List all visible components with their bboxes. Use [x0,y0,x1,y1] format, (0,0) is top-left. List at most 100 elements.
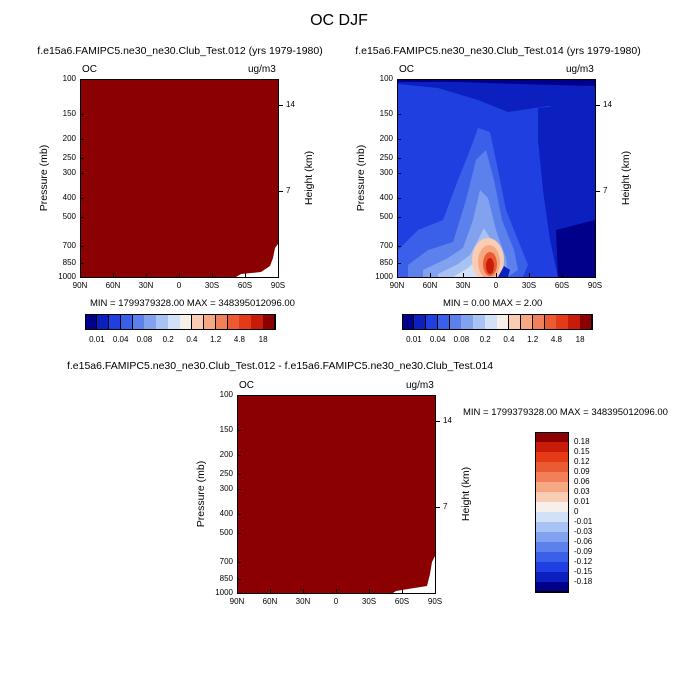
colorbar-label: 0.08 [136,335,153,344]
bottom-panel-title: f.e15a6.FAMIPC5.ne30_ne30.Club_Test.012 … [66,360,494,372]
top-left-y-tick [80,173,84,175]
top-left-units-label: ug/m3 [248,64,276,75]
top-right-y-tick [397,263,401,265]
vcolorbar-label: 0.03 [574,487,590,496]
top-right-y-tick-label: 500 [379,212,393,222]
top-right-x-tick-label: 90S [587,281,603,290]
top-right-x-tick [430,273,431,277]
bottom-y-y-tick-label: 850 [219,574,233,584]
colorbar-label: 0.4 [503,335,515,344]
top-right-y-tick [397,173,401,175]
top-left-panel-title: f.e15a6.FAMIPC5.ne30_ne30.Club_Test.012 … [37,45,323,57]
top-right-y-tick [397,198,401,200]
bottom-stats: MIN = 1799379328.00 MAX = 348395012096.0… [463,407,668,418]
top-left-height-tick-label: 7 [286,186,291,195]
bottom-y-y-tick-label: 1000 [215,588,233,597]
colorbar-swatch [473,314,486,330]
vcolorbar-label: -0.18 [574,577,593,586]
colorbar-swatch [449,314,462,330]
bottom-units-label: ug/m3 [406,380,434,391]
top-left-y-tick-label: 300 [62,168,76,178]
colorbar-swatch [425,314,439,330]
top-right-y-tick [397,246,401,248]
vcolorbar-label: 0.12 [574,457,590,466]
top-left-x-tick [179,273,180,277]
colorbar-swatch [227,314,240,330]
top-right-var-label: OC [399,64,414,75]
top-left-x-tick-label: 90N [72,281,88,290]
vcolorbar-label: -0.06 [574,537,593,546]
bottom-x-x-tick [270,589,271,593]
top-right-y-tick [397,138,401,140]
colorbar-swatch [108,314,122,330]
top-left-x-tick-label: 30N [138,281,154,290]
bottom-y-y-tick-label: 250 [219,468,233,478]
colorbar-label: 0.2 [479,335,491,344]
bottom-var-label: OC [239,380,254,391]
top-left-x-tick-label: 30S [204,281,220,290]
colorbar-swatch [180,314,193,330]
bottom-y-y-tick-label: 150 [219,424,233,434]
bottom-height-height-tick [435,507,440,508]
colorbar-label: 4.8 [233,335,245,344]
colorbar-swatch [413,314,427,330]
top-right-panel-title: f.e15a6.FAMIPC5.ne30_ne30.Club_Test.014 … [355,45,641,57]
colorbar-swatch [132,314,145,330]
top-left-x-tick-label: 0 [176,281,182,290]
colorbar-frame [85,314,275,330]
top-left-stats: MIN = 1799379328.00 MAX = 348395012096.0… [90,298,295,309]
top-left-x-tick-label: 90S [270,281,286,290]
colorbar-swatch [556,314,569,330]
top-right-y-tick [397,113,401,115]
top-left-ylabel: Pressure (mb) [38,144,50,212]
top-left-y-tick [80,157,84,159]
top-right-y-tick-label: 1000 [375,272,393,281]
colorbar-label: 0.08 [453,335,470,344]
top-left-x-tick [146,273,147,277]
vcolorbar-label: -0.15 [574,567,593,576]
colorbar-label: 1.2 [210,335,222,344]
top-right-units-label: ug/m3 [566,64,594,75]
colorbar-swatch [251,314,264,330]
top-right-x-tick [463,273,464,277]
colorbar-swatch [96,314,110,330]
vcolorbar-label: -0.09 [574,547,593,556]
top-left-x-tick [113,273,114,277]
bottom-x-x-tick [369,589,370,593]
bottom-right-label: Height (km) [460,466,472,522]
bottom-x-x-tick [237,589,238,593]
bottom-y-y-tick-label: 300 [219,484,233,494]
colorbar-swatch [402,314,415,330]
bottom-y-y-tick-label: 400 [219,509,233,519]
bottom-y-y-tick-label: 100 [219,390,233,399]
bottom-y-y-tick-label: 500 [219,528,233,538]
bottom-height-height-tick-label: 14 [443,416,452,426]
top-right-x-tick-label: 0 [493,281,499,290]
bottom-y-y-tick [237,579,241,581]
top-left-y-tick [80,79,84,80]
top-right-x-tick [562,273,563,277]
top-right-field [398,80,595,277]
top-right-y-tick-label: 400 [379,193,393,203]
top-right-x-tick [529,273,530,277]
top-left-y-tick-label: 1000 [58,272,76,281]
colorbar-swatch [120,314,133,330]
colorbar-swatch [568,314,581,330]
top-right-height-tick [595,105,600,107]
bottom-y-y-tick [237,533,241,535]
vcolorbar-label: 0 [574,507,579,516]
top-right-stats: MIN = 0.00 MAX = 2.00 [443,298,543,309]
top-left-plot [80,79,279,278]
top-right-height-tick-label: 7 [603,186,608,195]
top-right-x-tick [496,273,497,277]
vcolorbar-label: 0.09 [574,467,590,476]
colorbar-label: 0.01 [406,335,422,344]
bottom-y-y-tick-label: 200 [219,449,233,459]
colorbar-swatch [191,314,205,330]
vcolorbar-label: 0.01 [574,497,590,506]
top-right-y-tick [397,217,401,219]
colorbar-swatch [497,314,510,330]
bottom-height-height-tick-label: 7 [443,502,448,511]
top-left-x-tick [80,273,81,277]
colorbar-label: 18 [258,335,268,344]
